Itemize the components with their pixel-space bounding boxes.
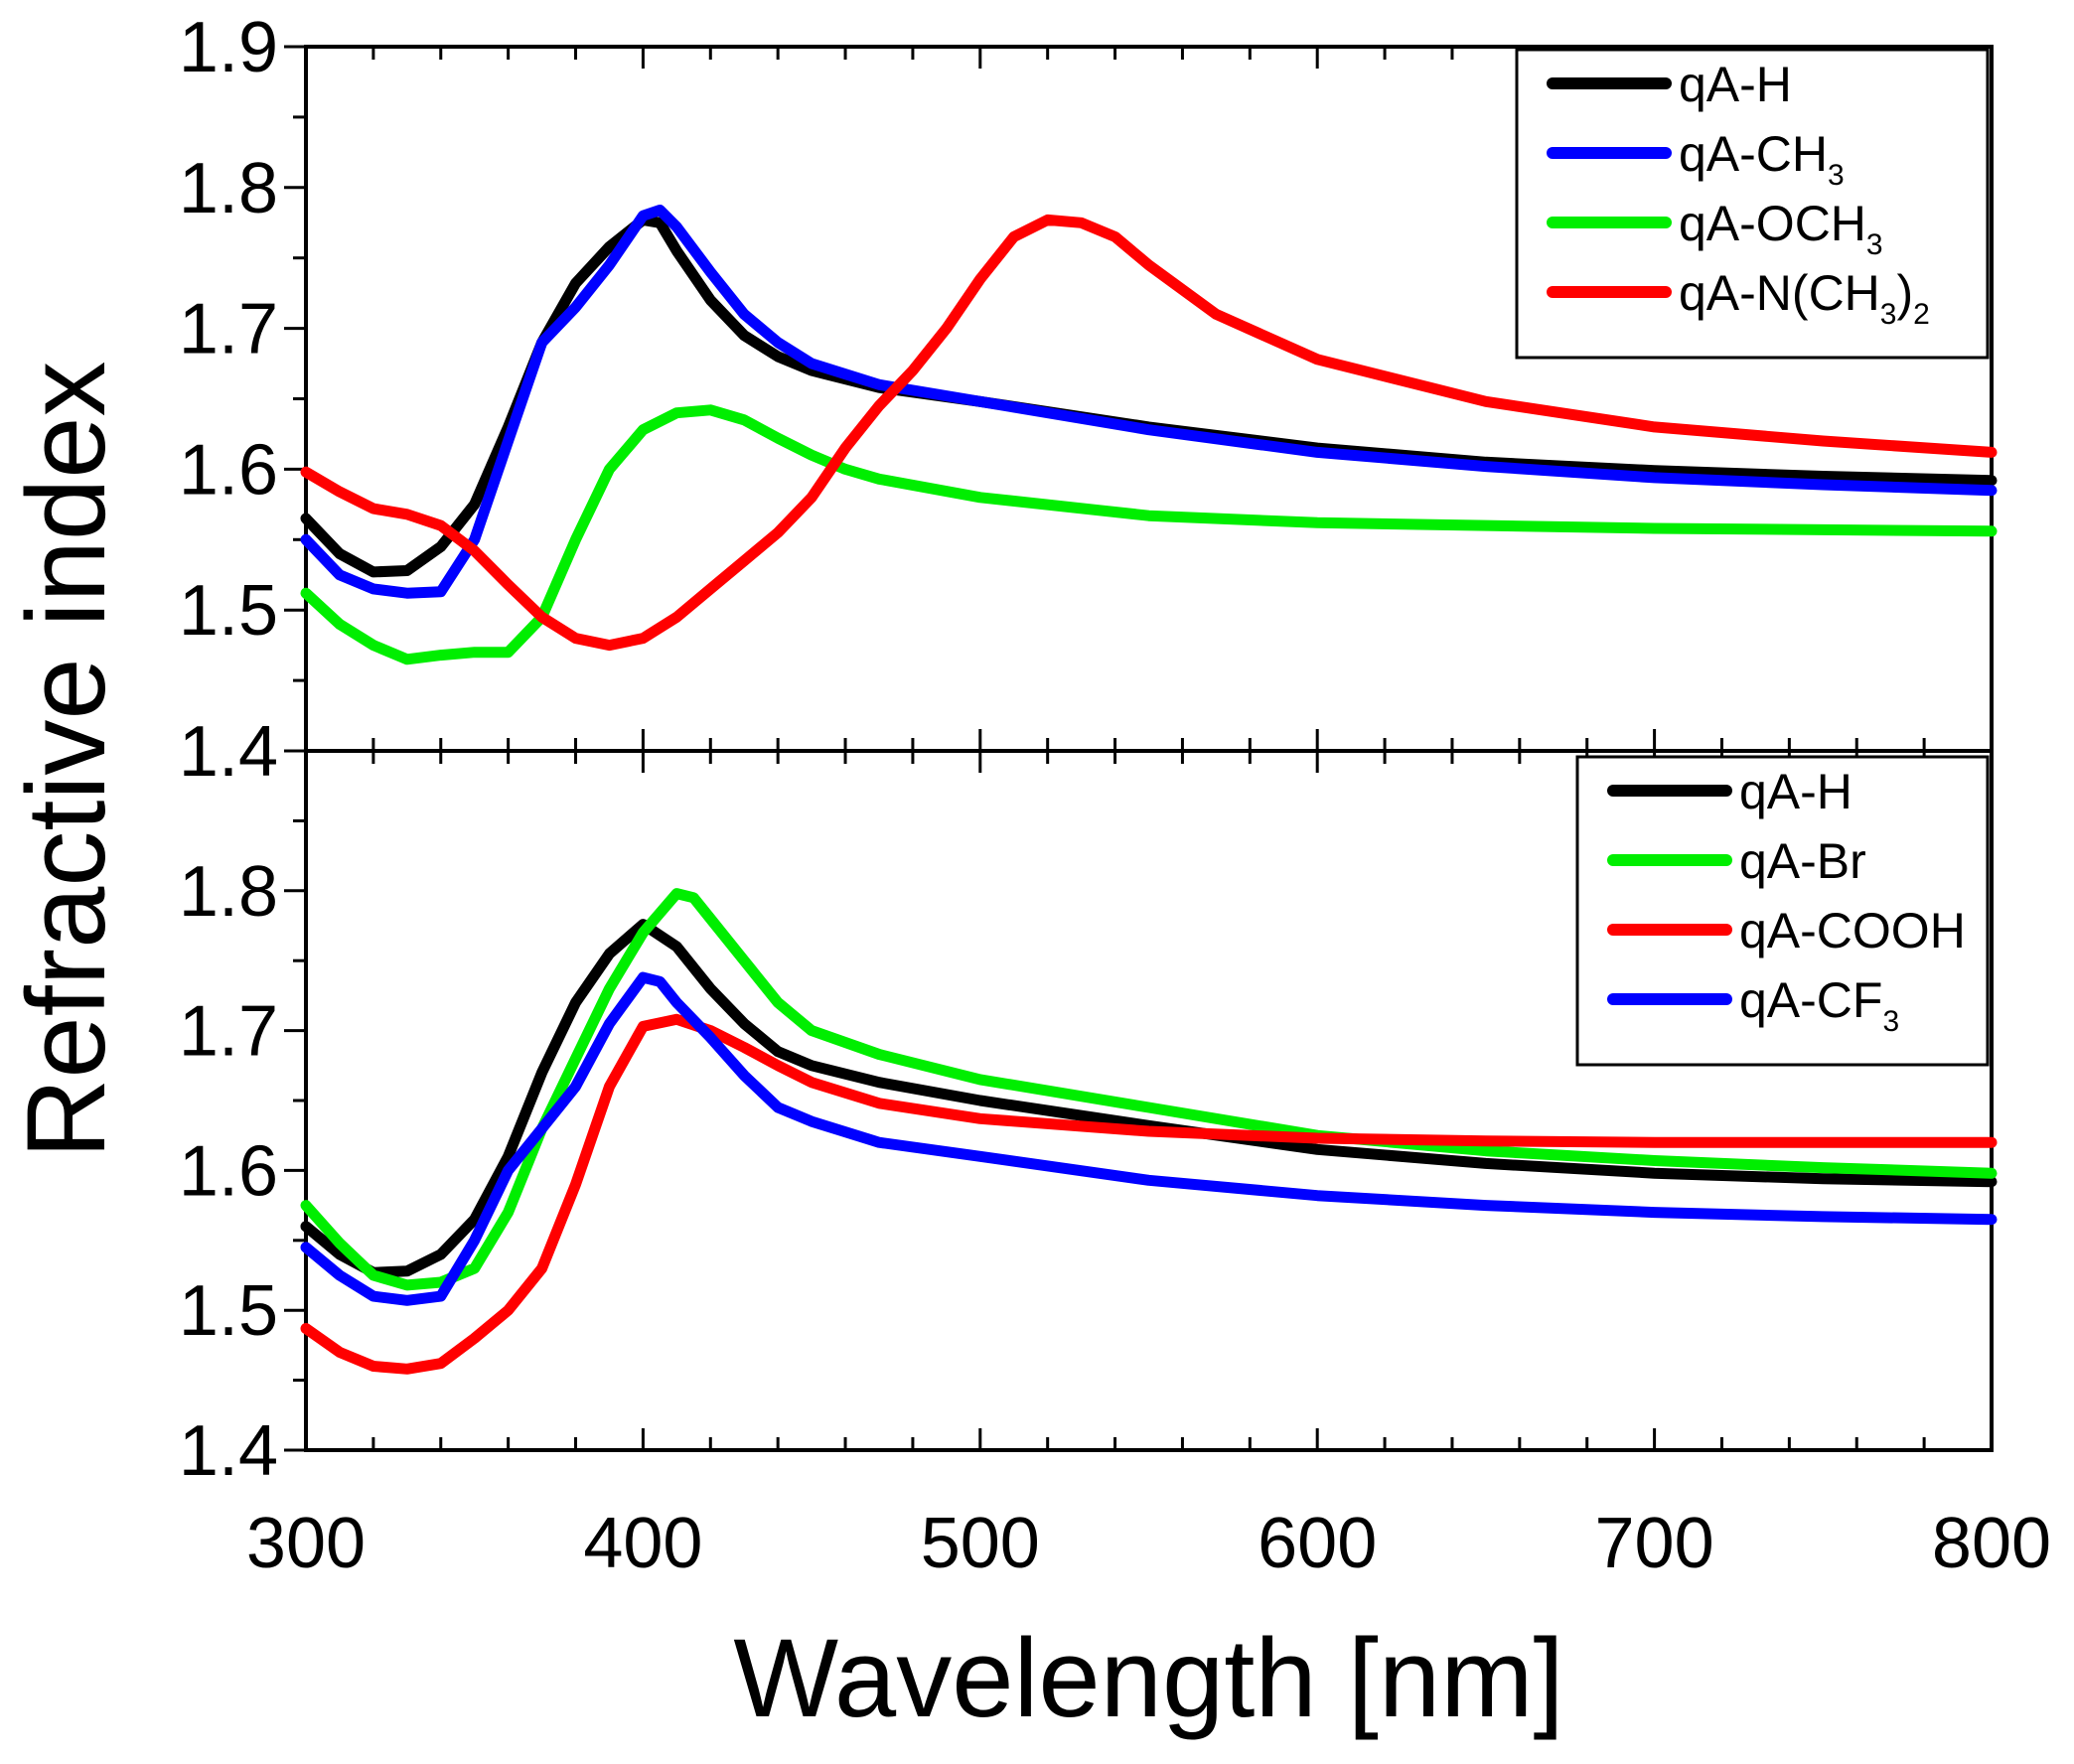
legend-label: qA-CH3 — [1679, 126, 1845, 192]
legend-box-top — [1515, 48, 1990, 360]
y-axis-title: Refractive index — [4, 361, 128, 1158]
x-tick-label: 400 — [583, 1504, 702, 1583]
series-line-top-2 — [300, 404, 1998, 665]
series-line-bottom-2 — [300, 1013, 1998, 1375]
legend-label-subscript: 2 — [1913, 298, 1930, 331]
x-tick-label: 700 — [1595, 1504, 1714, 1583]
x-tick-label: 500 — [921, 1504, 1040, 1583]
x-tick-label: 300 — [246, 1504, 366, 1583]
legend-label-part: qA-H — [1679, 57, 1792, 112]
series-line-top-1 — [300, 205, 1998, 599]
legend-label-part: qA-H — [1739, 764, 1852, 819]
y-tick-label: 1.8 — [179, 852, 278, 932]
legend-label-part: ) — [1896, 265, 1913, 321]
legend-label: qA-H — [1679, 57, 1792, 112]
y-tick-label: 1.5 — [179, 571, 278, 651]
legend-label: qA-CF3 — [1739, 972, 1899, 1038]
series-line-bottom-0 — [300, 919, 1998, 1278]
legend-box-bottom — [1575, 755, 1990, 1067]
y-tick-label: 1.4 — [179, 712, 278, 792]
legend-label-subscript: 3 — [1828, 159, 1845, 192]
panel-top: 1.41.51.61.71.81.9 qA-HqA-CH3qA-OCH3qA-N(… — [179, 8, 1998, 792]
legend-label: qA-H — [1739, 764, 1852, 819]
y-tick-label: 1.6 — [179, 1131, 278, 1211]
legend-label-part: qA-COOH — [1739, 903, 1966, 958]
y-tick-label: 1.4 — [179, 1411, 278, 1491]
x-tick-label: 600 — [1258, 1504, 1377, 1583]
legend-label-subscript: 3 — [1866, 228, 1883, 261]
legend-label: qA-OCH3 — [1679, 196, 1883, 261]
legend-label: qA-N(CH3)2 — [1679, 265, 1930, 331]
legend-label: qA-COOH — [1739, 903, 1966, 958]
legend-label-subscript: 3 — [1882, 1005, 1899, 1038]
y-tick-label: 1.7 — [179, 992, 278, 1072]
legend-label-part: qA-N(CH — [1679, 265, 1880, 321]
legend-label: qA-Br — [1739, 833, 1866, 889]
legend-label-part: qA-Br — [1739, 833, 1866, 889]
legend-label-part: qA-CF — [1739, 972, 1882, 1028]
x-tick-label: 800 — [1932, 1504, 2051, 1583]
y-tick-label: 1.8 — [179, 149, 278, 228]
y-tick-label: 1.7 — [179, 290, 278, 369]
series-line-bottom-3 — [300, 971, 1998, 1306]
y-tick-label: 1.6 — [179, 430, 278, 510]
legend-label-part: qA-CH — [1679, 126, 1828, 182]
y-tick-label: 1.5 — [179, 1271, 278, 1351]
legend-label-subscript: 3 — [1880, 298, 1897, 331]
x-axis-title: Wavelength [nm] — [733, 1616, 1563, 1740]
legend-label-part: qA-OCH — [1679, 196, 1866, 251]
series-line-top-3 — [300, 214, 1998, 652]
y-tick-label: 1.9 — [179, 8, 278, 87]
panel-bottom: 1.4 1.5 1.6 1.7 1.8 qA-H qA-Br qA-COOH qA-CF3 — [179, 749, 1998, 1491]
